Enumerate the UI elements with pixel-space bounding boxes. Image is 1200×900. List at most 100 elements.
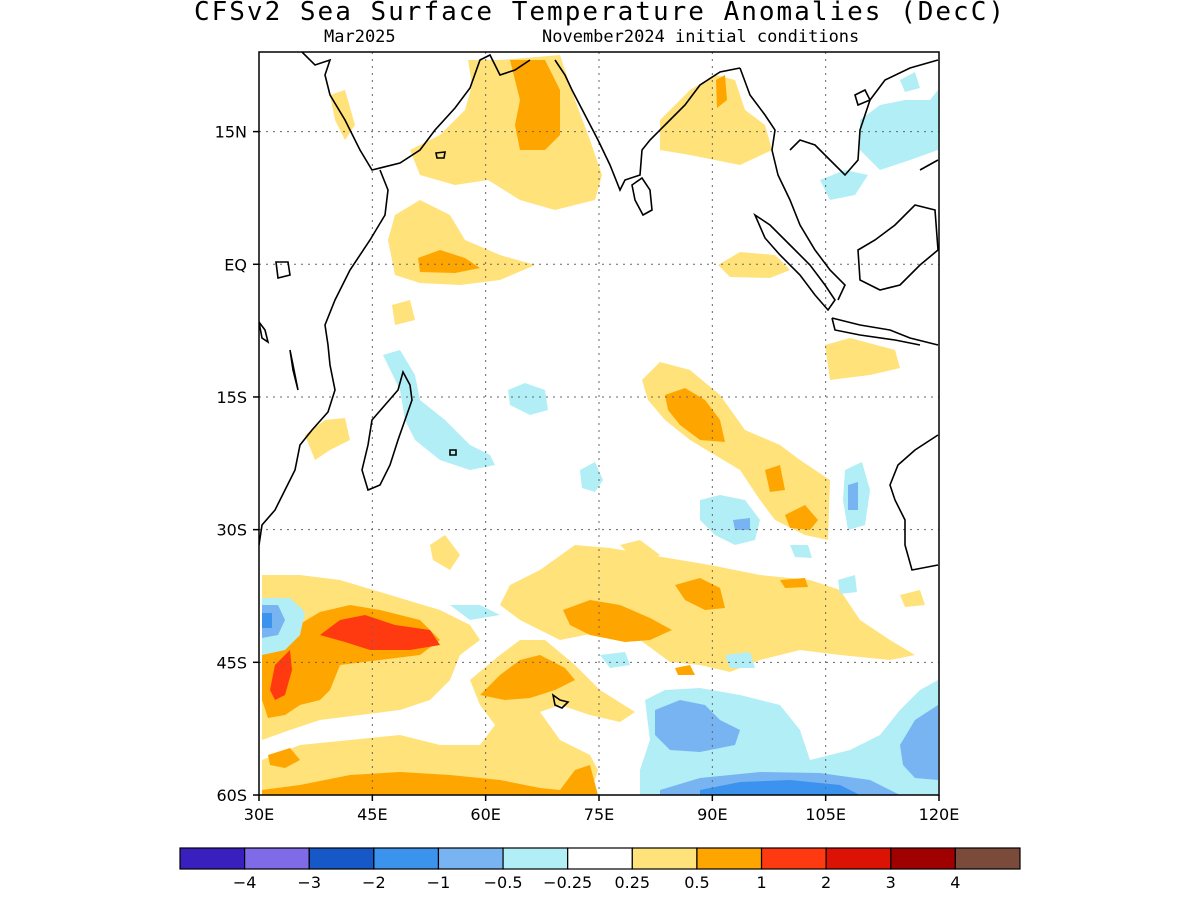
anomaly-deepblue-sw	[262, 613, 272, 628]
colorbar-label: 1	[756, 873, 766, 892]
anomaly-cool-spot-4	[838, 575, 857, 594]
anomaly-eq-core	[418, 250, 480, 273]
anomaly-se-core	[665, 388, 725, 442]
coast-mauritius	[449, 449, 457, 456]
lon-tick-label: 60E	[470, 805, 500, 824]
colorbar-label: −3	[297, 873, 321, 892]
colorbar-label: 4	[950, 873, 960, 892]
coastlines	[259, 52, 939, 709]
colorbar-label: −0.5	[484, 873, 523, 892]
coast-australia	[889, 434, 939, 571]
coast-madagascar	[361, 369, 413, 492]
colorbar-label: −4	[233, 873, 257, 892]
anomaly-cool-se	[700, 495, 760, 545]
anomaly-south-mid-core	[480, 655, 575, 700]
lon-tick-label: 75E	[584, 805, 614, 824]
colorbar-label: −0.25	[543, 873, 592, 892]
anomaly-se-spot1	[765, 465, 785, 492]
colorbar-swatch	[373, 847, 440, 870]
lat-tick-label: 15N	[215, 123, 247, 142]
anomaly-agulhas-red	[270, 650, 292, 700]
colorbar-swatch	[825, 847, 892, 870]
colorbar-swatch	[502, 847, 569, 870]
colorbar-swatch	[631, 847, 698, 870]
anomaly-spot-java	[825, 338, 900, 380]
anomaly-subtrop-core1	[563, 600, 672, 642]
gridlines	[259, 52, 939, 795]
lon-tick-label: 120E	[919, 805, 960, 824]
coast-sumatra	[753, 212, 836, 312]
anomaly-bay-core	[716, 75, 727, 108]
anomaly-deepblue-south	[700, 780, 860, 795]
colorbar-swatch	[437, 847, 504, 870]
colorbar-swatch	[890, 847, 956, 870]
coast-kerguelen	[551, 693, 570, 709]
anomaly-blue-aus	[848, 482, 858, 510]
lat-tick-label: 15S	[216, 388, 247, 407]
anomaly-cool-scs	[860, 90, 938, 170]
anomaly-far-south-2	[268, 748, 300, 768]
anomaly-equatorial-west	[388, 200, 535, 285]
coast-india	[554, 59, 741, 192]
anomaly-cool-spot-2	[580, 462, 603, 492]
anomaly-spot-mid	[430, 535, 460, 570]
colorbar-swatch	[567, 847, 633, 870]
coast-myanmar-malay	[739, 67, 846, 301]
coast-lake-victoria	[275, 261, 291, 279]
latitude-axis: 15N EQ 15S 30S 45S 60S	[215, 123, 259, 805]
lat-tick-label: 45S	[216, 653, 247, 672]
colorbar-label: 2	[821, 873, 831, 892]
lon-tick-label: 105E	[805, 805, 846, 824]
colorbar: −4 −3 −2 −1 −0.5 −0.25 0.25 0.5 1 2 3 4	[179, 847, 1021, 892]
anomaly-blue-se	[733, 518, 750, 530]
anomaly-cool-spot-1	[508, 383, 548, 415]
map-title: CFSv2 Sea Surface Temperature Anomalies …	[193, 0, 1007, 27]
anomaly-spot-west	[392, 300, 415, 325]
coast-sri-lanka	[631, 176, 653, 217]
anomaly-field	[262, 55, 938, 795]
colorbar-swatch	[954, 847, 1021, 870]
coast-africa-arabia	[259, 52, 531, 546]
colorbar-label: 0.25	[614, 873, 650, 892]
colorbar-swatch	[760, 847, 827, 870]
initial-conditions-label: November2024 initial conditions	[542, 27, 860, 47]
anomaly-bay-of-bengal	[660, 75, 772, 165]
lat-tick-label: EQ	[224, 255, 247, 274]
anomaly-cool-spot-3	[790, 545, 812, 558]
anomaly-spot-se	[620, 540, 660, 565]
anomaly-cool-top	[900, 72, 920, 92]
anomaly-arabian-sea	[410, 55, 602, 210]
anomaly-blue-south-1	[655, 700, 740, 752]
colorbar-swatch	[244, 847, 310, 870]
lon-tick-label: 45E	[357, 805, 387, 824]
anomaly-cool-strip-3	[725, 652, 755, 668]
lon-tick-label: 30E	[244, 805, 274, 824]
forecast-month: Mar2025	[324, 27, 396, 47]
coast-indochina	[789, 59, 939, 177]
anomaly-se-spot2	[785, 505, 818, 530]
colorbar-label: 0.5	[684, 873, 709, 892]
coast-lake-malawi	[289, 349, 299, 391]
coast-lake-tanganyika	[259, 321, 270, 344]
lat-tick-label: 30S	[216, 521, 247, 540]
anomaly-cool-scs2	[820, 170, 868, 200]
longitude-axis: 30E 45E 60E 75E 90E 105E 120E	[244, 795, 960, 824]
anomaly-subtrop-core3	[780, 578, 808, 588]
anomaly-spot-south-2	[675, 665, 695, 675]
anomaly-cool-strip-1	[450, 605, 500, 620]
colorbar-label: 3	[886, 873, 896, 892]
anomaly-blue-south-2	[900, 705, 938, 780]
coast-java	[831, 317, 939, 346]
anomaly-madagascar-south	[305, 418, 350, 460]
colorbar-swatch	[308, 847, 375, 870]
colorbar-label: −2	[362, 873, 386, 892]
anomaly-mozambique-cool	[383, 350, 495, 470]
coast-borneo	[857, 204, 939, 291]
anomaly-equatorial-east	[718, 252, 790, 278]
colorbar-swatch	[179, 847, 246, 870]
lat-tick-label: 60S	[216, 786, 247, 805]
anomaly-far-south-1	[262, 765, 598, 795]
anomaly-cool-strip-2	[600, 652, 630, 668]
colorbar-label: −1	[427, 873, 451, 892]
